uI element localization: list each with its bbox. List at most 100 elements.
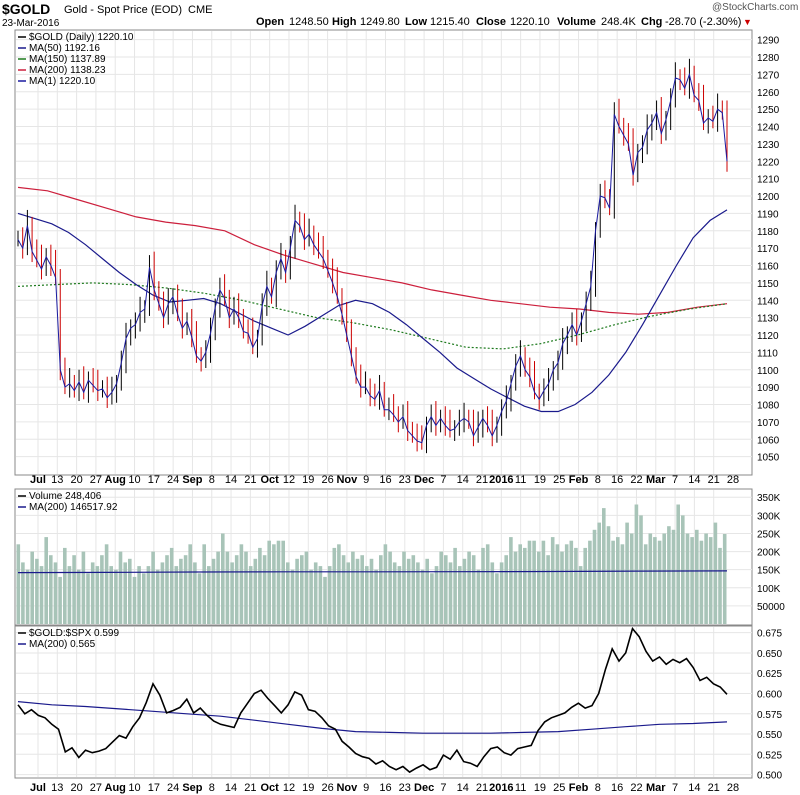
x-tick-label: 17 bbox=[148, 474, 160, 486]
y-tick-label: 1110 bbox=[757, 348, 778, 359]
volume-bar bbox=[564, 544, 569, 624]
exchange-label: CME bbox=[188, 4, 212, 16]
y-tick-label: 0.600 bbox=[757, 689, 782, 700]
volume-bar bbox=[142, 573, 146, 624]
x-tick-label: 21 bbox=[708, 474, 720, 486]
symbol-name: Gold - Spot Price (EOD) bbox=[64, 4, 182, 16]
date-label: 23-Mar-2016 bbox=[2, 18, 60, 29]
volume-bar bbox=[225, 551, 230, 624]
watermark: @StockCharts.com bbox=[712, 2, 798, 13]
volume-bar bbox=[537, 551, 541, 624]
volume-bar bbox=[58, 576, 62, 624]
volume-bar bbox=[690, 537, 694, 624]
volume-bar bbox=[327, 566, 332, 624]
y-tick-label: 0.575 bbox=[757, 710, 782, 721]
volume-bar bbox=[634, 504, 639, 624]
x-tick-label: 7 bbox=[440, 782, 446, 794]
open-label: Open bbox=[256, 16, 284, 28]
high-value: 1249.80 bbox=[360, 16, 400, 28]
volume-bar bbox=[128, 558, 132, 624]
x-tick-label: Oct bbox=[260, 782, 279, 794]
axis-labels: Jul 13 20 27 Aug 10 17 24 Sep 8 14 21 Oct 12 19 26 Nov 9 1… bbox=[30, 36, 785, 794]
volume-bar bbox=[383, 544, 388, 624]
volume-bar bbox=[300, 555, 304, 624]
volume-bar bbox=[76, 569, 81, 624]
volume-bar bbox=[588, 540, 592, 624]
volume-bar bbox=[44, 537, 48, 624]
volume-bar bbox=[337, 544, 341, 624]
volume-bar bbox=[467, 551, 471, 624]
volume-bar bbox=[620, 544, 625, 624]
volume-bar bbox=[272, 544, 276, 624]
x-tick-label: 14 bbox=[457, 782, 469, 794]
volume-value: 248.4K bbox=[601, 16, 637, 28]
volume-bar bbox=[207, 566, 211, 624]
low-label: Low bbox=[405, 16, 427, 28]
volume-bar bbox=[100, 555, 104, 624]
volume-bar bbox=[67, 566, 72, 624]
x-tick-label: 9 bbox=[363, 782, 369, 794]
chg-down-icon: ▼ bbox=[743, 17, 752, 27]
volume-bar bbox=[35, 558, 39, 624]
volume-bar bbox=[704, 533, 708, 624]
volume-bar bbox=[318, 566, 323, 624]
x-tick-label: 21 bbox=[244, 474, 256, 486]
ma150-line bbox=[17, 282, 728, 350]
price-panel-frame bbox=[14, 29, 753, 476]
volume-bar bbox=[118, 551, 123, 624]
volume-bar bbox=[248, 566, 253, 624]
ratio-panel-frame bbox=[14, 625, 753, 779]
x-tick-label: 14 bbox=[225, 782, 237, 794]
x-tick-label: 16 bbox=[379, 474, 391, 486]
volume-bar bbox=[174, 566, 179, 624]
volume-bar bbox=[611, 540, 615, 624]
y-tick-label: 1060 bbox=[757, 435, 780, 446]
x-tick-label: Dec bbox=[414, 782, 434, 794]
y-tick-label: 1260 bbox=[757, 88, 780, 99]
x-tick-label: 26 bbox=[321, 474, 333, 486]
volume-bar bbox=[155, 569, 160, 624]
x-tick-label: 14 bbox=[225, 474, 237, 486]
x-tick-label: 24 bbox=[167, 474, 179, 486]
volume-bar bbox=[39, 566, 44, 624]
volume-bar bbox=[86, 573, 90, 624]
volume-plot bbox=[16, 504, 728, 624]
x-tick-label: 28 bbox=[727, 474, 739, 486]
volume-bar bbox=[365, 566, 369, 624]
volume-bar bbox=[420, 569, 425, 624]
volume-bar bbox=[681, 515, 685, 624]
volume-bar bbox=[341, 555, 346, 624]
volume-bar bbox=[392, 562, 397, 624]
x-tick-label: Sep bbox=[182, 474, 202, 486]
volume-bar bbox=[718, 547, 722, 624]
y-tick-label: 1070 bbox=[757, 418, 780, 429]
volume-bar bbox=[406, 558, 411, 624]
volume-bar bbox=[295, 558, 299, 624]
x-tick-label: 12 bbox=[283, 782, 295, 794]
volume-bar bbox=[369, 558, 374, 624]
volume-bar bbox=[63, 547, 67, 624]
y-tick-label: 150K bbox=[757, 566, 781, 577]
ma200-line bbox=[17, 186, 728, 315]
volume-bar bbox=[583, 547, 587, 624]
volume-bar bbox=[183, 555, 188, 624]
volume-bar bbox=[193, 562, 197, 624]
y-tick-label: 1180 bbox=[757, 227, 779, 238]
x-tick-label: 7 bbox=[672, 782, 678, 794]
volume-bar bbox=[281, 540, 285, 624]
volume-bar bbox=[304, 551, 309, 624]
chg-label: Chg bbox=[641, 16, 662, 28]
volume-bar bbox=[286, 562, 290, 624]
volume-bar bbox=[402, 551, 406, 624]
volume-bar bbox=[667, 526, 671, 624]
y-tick-label: 0.675 bbox=[757, 629, 782, 640]
x-tick-label: 23 bbox=[399, 782, 411, 794]
volume-bar bbox=[416, 562, 420, 624]
x-tick-label: 22 bbox=[630, 474, 642, 486]
volume-bar bbox=[444, 555, 448, 624]
x-tick-label: 22 bbox=[630, 782, 642, 794]
volume-bar bbox=[462, 558, 467, 624]
y-tick-label: 0.500 bbox=[757, 771, 782, 782]
x-tick-label: 8 bbox=[209, 782, 215, 794]
